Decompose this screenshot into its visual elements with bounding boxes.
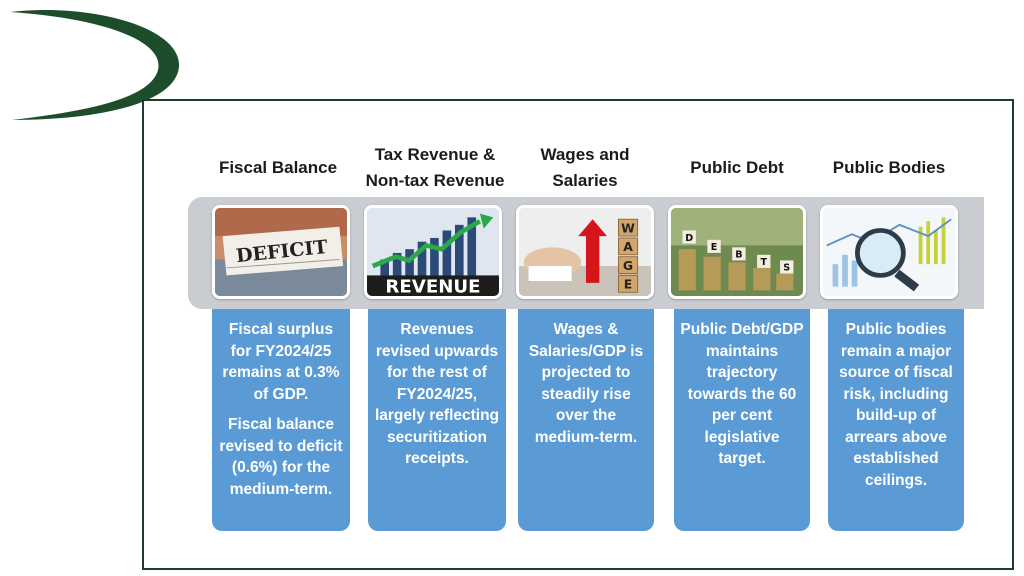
svg-text:E: E (624, 278, 632, 292)
svg-text:T: T (761, 257, 768, 268)
magnifier-chart-image (820, 205, 958, 299)
card-public-bodies-text: Public bodies remain a major source of f… (839, 321, 953, 489)
svg-text:A: A (623, 240, 633, 254)
revenue-image: REVENUE (364, 205, 502, 299)
card-public-debt-text: Public Debt/GDP maintains trajectory tow… (680, 321, 804, 467)
card-tax-revenue: Revenues revised upwards for the rest of… (368, 309, 506, 531)
title-fiscal-balance: Fiscal Balance (218, 158, 338, 177)
svg-text:S: S (783, 263, 790, 274)
debts-image: D E B T S (668, 205, 806, 299)
content-frame (142, 99, 1014, 570)
card-wages-salaries: Wages & Salaries/GDP is projected to ste… (518, 309, 654, 531)
title-public-bodies: Public Bodies (832, 158, 946, 177)
card-public-debt: Public Debt/GDP maintains trajectory tow… (674, 309, 810, 531)
card-public-bodies: Public bodies remain a major source of f… (828, 309, 964, 531)
card-fiscal-balance-text-1: Fiscal surplus for FY2024/25 remains at … (222, 321, 340, 403)
title-wages-salaries: Wages and Salaries (540, 145, 630, 190)
card-fiscal-balance: Fiscal surplus for FY2024/25 remains at … (212, 309, 350, 531)
card-tax-revenue-text: Revenues revised upwards for the rest of… (374, 321, 500, 467)
card-fiscal-balance-text-2: Fiscal balance revised to deficit (0.6%)… (219, 416, 343, 498)
title-public-debt: Public Debt (690, 158, 784, 177)
svg-text:D: D (685, 233, 693, 244)
svg-text:E: E (711, 242, 718, 253)
revenue-image-label: REVENUE (385, 276, 480, 296)
wage-image: W A G E (516, 205, 654, 299)
deficit-image: DEFICIT (212, 205, 350, 299)
logo-swoosh (10, 9, 180, 121)
svg-text:B: B (735, 250, 742, 261)
svg-text:W: W (621, 221, 635, 235)
svg-text:G: G (623, 259, 633, 273)
card-wages-salaries-text: Wages & Salaries/GDP is projected to ste… (528, 321, 644, 446)
title-tax-revenue: Tax Revenue & Non-tax Revenue (365, 145, 505, 190)
